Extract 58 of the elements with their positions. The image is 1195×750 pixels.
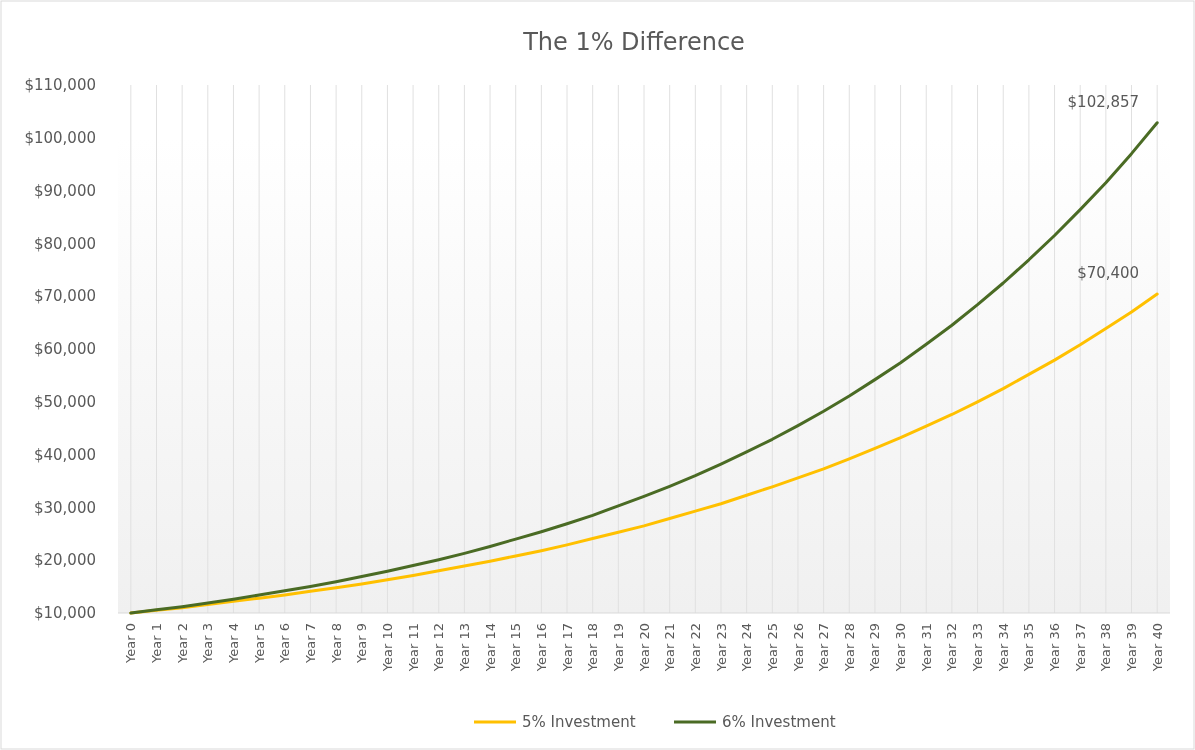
x-tick-label: Year 11: [405, 623, 421, 673]
x-tick-label: Year 25: [764, 623, 780, 673]
x-tick-label: Year 35: [1021, 623, 1037, 673]
x-tick-label: Year 1: [149, 623, 165, 664]
x-tick-label: Year 5: [251, 623, 267, 664]
x-tick-label: Year 4: [226, 623, 242, 664]
x-tick-label: Year 26: [790, 623, 806, 673]
x-tick-label: Year 3: [200, 623, 216, 664]
y-tick-label: $60,000: [33, 340, 96, 359]
x-tick-label: Year 39: [1124, 623, 1140, 673]
x-tick-label: Year 18: [585, 623, 601, 673]
x-tick-label: Year 37: [1072, 623, 1088, 673]
y-tick-label: $10,000: [33, 604, 96, 623]
chart-title: The 1% Difference: [522, 28, 745, 56]
x-tick-label: Year 27: [816, 623, 832, 673]
x-tick-label: Year 19: [610, 623, 626, 673]
y-tick-label: $70,000: [33, 287, 96, 306]
x-tick-label: Year 13: [456, 623, 472, 673]
y-tick-label: $50,000: [33, 393, 96, 412]
x-tick-label: Year 22: [687, 623, 703, 673]
x-tick-label: Year 28: [841, 623, 857, 673]
x-tick-label: Year 40: [1149, 623, 1165, 673]
annotation: $102,857: [1067, 92, 1140, 111]
y-tick-label: $20,000: [33, 551, 96, 570]
x-tick-label: Year 2: [174, 623, 190, 664]
y-tick-label: $40,000: [33, 445, 96, 464]
y-tick-label: $90,000: [33, 181, 96, 200]
x-tick-label: Year 23: [713, 623, 729, 673]
x-tick-label: Year 29: [867, 623, 883, 673]
x-tick-label: Year 31: [918, 623, 934, 673]
y-tick-label: $80,000: [33, 234, 96, 253]
x-tick-label: Year 12: [431, 623, 447, 673]
x-tick-label: Year 10: [379, 623, 395, 673]
x-tick-label: Year 32: [944, 623, 960, 673]
x-tick-label: Year 24: [739, 623, 755, 673]
y-tick-label: $110,000: [24, 76, 96, 95]
x-tick-label: Year 9: [354, 623, 370, 664]
x-tick-label: Year 0: [123, 623, 139, 664]
x-tick-label: Year 20: [636, 623, 652, 673]
x-tick-label: Year 15: [508, 623, 524, 673]
y-tick-label: $30,000: [33, 498, 96, 517]
line-series: [129, 121, 1159, 615]
x-tick-label: Year 6: [277, 623, 293, 664]
x-tick-label: Year 34: [995, 623, 1011, 673]
annotation: $70,400: [1077, 264, 1140, 283]
x-tick-label: Year 33: [970, 623, 986, 673]
y-tick-label: $100,000: [24, 129, 96, 148]
x-tick-label: Year 30: [893, 623, 909, 673]
legend-label: 6% Investment: [722, 713, 836, 732]
x-tick-label: Year 7: [302, 623, 318, 664]
x-tick-label: Year 17: [559, 623, 575, 673]
x-tick-label: Year 16: [533, 623, 549, 673]
legend-label: 5% Investment: [522, 713, 636, 732]
x-tick-label: Year 8: [328, 623, 344, 664]
x-tick-label: Year 36: [1047, 623, 1063, 673]
x-tick-label: Year 14: [482, 623, 498, 673]
x-tick-label: Year 38: [1098, 623, 1114, 673]
x-tick-label: Year 21: [662, 623, 678, 673]
